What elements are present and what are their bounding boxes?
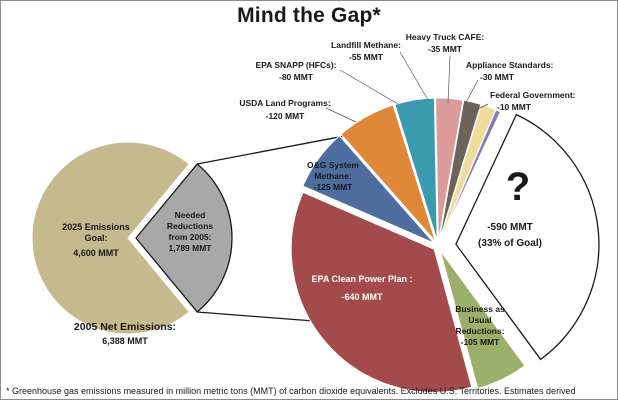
label-heavy-truck-cafe: Heavy Truck CAFE: bbox=[406, 32, 485, 42]
label-usda-land-programs: USDA Land Programs: bbox=[239, 98, 330, 108]
connector-top bbox=[197, 134, 348, 165]
chart-title: Mind the Gap* bbox=[237, 4, 381, 27]
label-epa-snapp: EPA SNAPP (HFCs): bbox=[255, 60, 336, 70]
slice-epa-clean-power-plan bbox=[290, 191, 473, 393]
slice-slice bbox=[455, 113, 600, 361]
slice-2025-emissions-goal bbox=[31, 141, 190, 335]
value-federal-government: -10 MMT bbox=[497, 102, 532, 112]
leader-landfill bbox=[399, 51, 429, 101]
label-landfill-methane: Landfill Methane: bbox=[331, 40, 401, 50]
slice-labels: 2025 Emissions Goal: 4,600 MMT Needed Reduct… bbox=[62, 32, 575, 347]
value-landfill-methane: -55 MMT bbox=[349, 52, 384, 62]
slice-o-g-system-methane bbox=[302, 135, 435, 244]
label-clean-power-plan: EPA Clean Power Plan : bbox=[311, 274, 412, 284]
connector-lines bbox=[197, 134, 348, 322]
leader-snapp bbox=[339, 69, 399, 105]
value-usda-land-programs: -120 MMT bbox=[266, 111, 306, 121]
label-business-as-usual: Business as Usual Reductions: -105 MMT bbox=[455, 304, 505, 347]
right-pie bbox=[290, 97, 600, 393]
leader-appliance bbox=[463, 79, 479, 107]
label-2005-net-emissions: 2005 Net Emissions: bbox=[74, 321, 176, 333]
slice-business-as-usual-reductions bbox=[439, 250, 526, 390]
slice-landfill-methane bbox=[435, 97, 464, 242]
value-heavy-truck-cafe: -35 MMT bbox=[428, 44, 463, 54]
value-2005-net-emissions: 6,388 MMT bbox=[102, 336, 148, 346]
slice-epa-snapp-hfcs bbox=[394, 97, 438, 242]
label-federal-government: Federal Government: bbox=[490, 90, 576, 100]
label-2025-emissions-goal: 2025 Emissions Goal: bbox=[62, 222, 130, 243]
leader-usda bbox=[325, 107, 357, 123]
value-clean-power-plan: -640 MMT bbox=[341, 292, 383, 302]
slice-needed-reductions bbox=[135, 163, 233, 313]
label-og-methane: O&G System Methane: -125 MMT bbox=[307, 160, 359, 192]
value-2025-emissions-goal: 4,600 MMT bbox=[73, 248, 119, 258]
footnote: * Greenhouse gas emissions measured in m… bbox=[6, 386, 576, 396]
slice-heavy-truck-cafe bbox=[438, 99, 482, 242]
note-gap-percent: (33% of Goal) bbox=[478, 238, 542, 249]
leader-federal bbox=[471, 103, 489, 113]
value-appliance-standards: -30 MMT bbox=[480, 72, 515, 82]
label-needed-reductions: Needed Reductions from 2005: 1,789 MMT bbox=[167, 210, 214, 253]
leader-heavy-truck bbox=[447, 55, 451, 104]
connector-bottom bbox=[197, 311, 311, 322]
value-gap: -590 MMT bbox=[487, 222, 533, 233]
value-epa-snapp: -80 MMT bbox=[279, 72, 314, 82]
left-pie bbox=[31, 141, 233, 335]
label-appliance-standards: Appliance Standards: bbox=[466, 60, 554, 70]
gap-question-mark: ? bbox=[506, 165, 530, 209]
slice-federal-government bbox=[439, 109, 502, 242]
slice-usda-land-programs bbox=[340, 104, 437, 242]
